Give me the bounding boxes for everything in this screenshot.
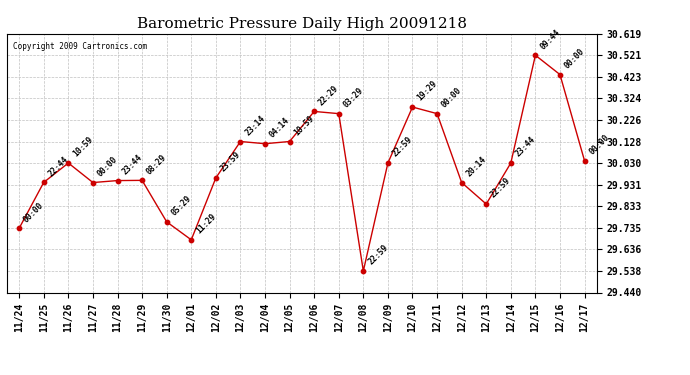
Text: 00:00: 00:00 <box>96 155 119 178</box>
Text: Copyright 2009 Cartronics.com: Copyright 2009 Cartronics.com <box>13 42 147 51</box>
Text: 22:29: 22:29 <box>317 84 341 107</box>
Text: 00:00: 00:00 <box>587 133 611 157</box>
Text: 23:59: 23:59 <box>219 150 242 174</box>
Point <box>137 177 148 183</box>
Point <box>555 72 566 78</box>
Point <box>431 111 442 117</box>
Text: 05:29: 05:29 <box>170 194 193 217</box>
Point <box>505 160 516 166</box>
Point <box>530 52 541 58</box>
Point <box>308 108 319 114</box>
Text: 10:59: 10:59 <box>293 114 316 137</box>
Text: 22:59: 22:59 <box>489 176 513 200</box>
Point <box>14 225 25 231</box>
Point <box>161 219 172 225</box>
Point <box>235 138 246 144</box>
Point <box>259 141 270 147</box>
Point <box>112 178 123 184</box>
Text: 22:59: 22:59 <box>366 243 390 267</box>
Point <box>38 179 49 185</box>
Text: 09:44: 09:44 <box>538 27 562 51</box>
Text: 00:00: 00:00 <box>22 200 46 224</box>
Text: 22:59: 22:59 <box>391 135 414 159</box>
Point <box>358 268 369 274</box>
Title: Barometric Pressure Daily High 20091218: Barometric Pressure Daily High 20091218 <box>137 17 467 31</box>
Text: 23:44: 23:44 <box>513 135 538 159</box>
Point <box>88 180 99 186</box>
Text: 20:14: 20:14 <box>464 155 488 178</box>
Point <box>579 158 590 164</box>
Text: 00:00: 00:00 <box>440 86 464 109</box>
Text: 10:59: 10:59 <box>71 135 95 159</box>
Point <box>456 180 467 186</box>
Point <box>382 160 393 166</box>
Text: 08:29: 08:29 <box>145 153 168 176</box>
Point <box>407 104 418 110</box>
Point <box>210 175 221 181</box>
Point <box>284 138 295 144</box>
Point <box>333 111 344 117</box>
Text: 11:29: 11:29 <box>194 212 217 236</box>
Text: 04:14: 04:14 <box>268 116 291 140</box>
Text: 03:29: 03:29 <box>342 86 365 109</box>
Point <box>481 201 492 207</box>
Text: 22:44: 22:44 <box>46 154 70 178</box>
Text: 00:00: 00:00 <box>563 47 586 70</box>
Point <box>186 237 197 243</box>
Text: 19:29: 19:29 <box>415 79 439 103</box>
Text: 23:14: 23:14 <box>243 114 267 137</box>
Point <box>63 160 74 166</box>
Text: 23:44: 23:44 <box>120 153 144 176</box>
